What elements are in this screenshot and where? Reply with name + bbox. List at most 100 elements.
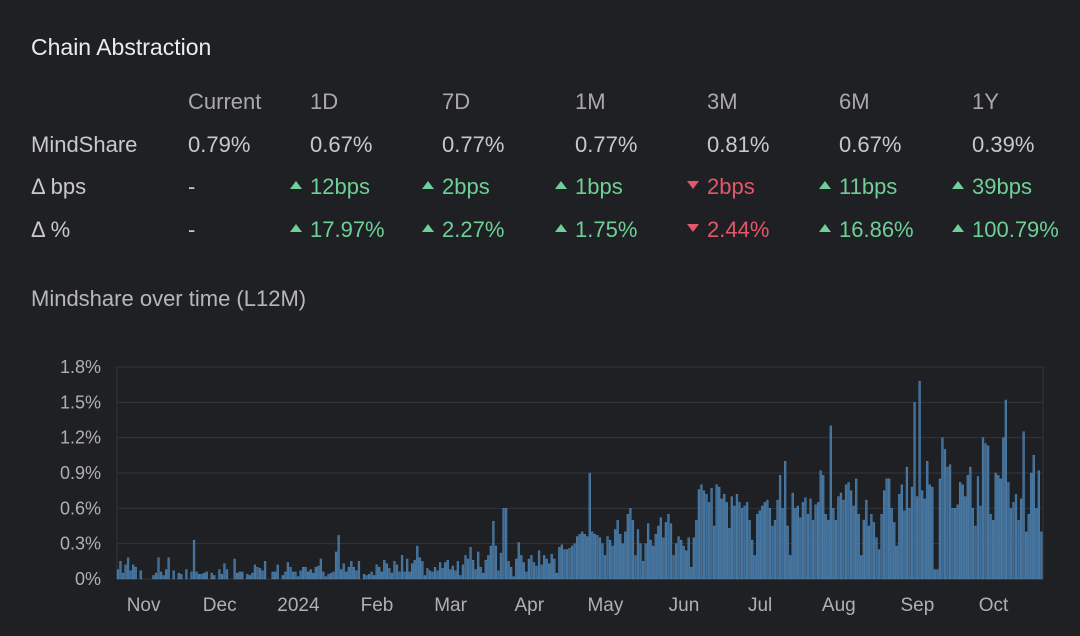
bar	[649, 539, 652, 580]
bar	[238, 571, 241, 580]
bar	[302, 567, 305, 580]
bar	[606, 536, 609, 580]
bar	[466, 558, 470, 580]
bar	[436, 570, 439, 580]
bar	[258, 568, 262, 580]
bar	[423, 575, 427, 580]
bar	[1037, 470, 1040, 580]
bar	[756, 514, 759, 580]
bar	[276, 564, 279, 580]
bar	[578, 534, 581, 580]
bar	[893, 522, 896, 580]
triangle-up-icon	[819, 224, 831, 232]
triangle-up-icon	[422, 224, 434, 232]
bar	[961, 484, 964, 580]
cell-value: 16.86%	[839, 217, 914, 242]
bar	[342, 563, 345, 580]
cell-value: 12bps	[310, 174, 370, 199]
bar	[309, 569, 312, 580]
bar	[1030, 472, 1033, 580]
bar	[408, 571, 411, 580]
cell-value: -	[188, 217, 196, 242]
bar	[692, 537, 695, 580]
bar	[220, 574, 224, 580]
bar	[317, 565, 320, 580]
bar	[588, 472, 591, 580]
bar	[903, 510, 906, 580]
bar	[784, 461, 787, 580]
bar	[553, 558, 556, 580]
bar	[964, 496, 967, 580]
bar	[738, 502, 741, 580]
bar	[1027, 514, 1030, 580]
bar	[814, 504, 817, 580]
x-tick-label: Feb	[361, 595, 394, 616]
bar	[707, 502, 711, 580]
bar	[251, 572, 254, 580]
bar	[735, 493, 739, 580]
bar	[510, 567, 513, 580]
bar	[718, 486, 721, 580]
bar	[340, 569, 343, 580]
bar	[915, 496, 919, 580]
bar	[819, 470, 822, 580]
x-tick-label: Jun	[669, 595, 700, 616]
bar	[900, 484, 903, 580]
bar	[370, 571, 373, 580]
bar	[948, 464, 952, 580]
table-cell: 17.97%	[290, 217, 385, 243]
bar	[139, 570, 142, 580]
bar	[357, 561, 361, 580]
bar	[525, 571, 528, 580]
bar	[697, 489, 701, 580]
bar	[439, 562, 442, 580]
bar	[512, 576, 515, 580]
bar	[667, 514, 670, 580]
triangle-up-icon	[819, 181, 831, 189]
bar	[695, 519, 698, 580]
bar	[299, 570, 302, 580]
bar	[192, 539, 196, 580]
table-cell: 100.79%	[952, 217, 1059, 243]
bar	[464, 555, 467, 580]
bar	[586, 536, 589, 580]
x-tick-label: Oct	[979, 595, 1009, 616]
bar	[994, 472, 997, 580]
bar	[629, 508, 632, 580]
bar	[1022, 431, 1025, 580]
bar	[583, 534, 586, 580]
bar	[867, 525, 870, 580]
bar	[753, 555, 756, 580]
bar	[185, 569, 188, 580]
cell-value: 11bps	[839, 174, 898, 199]
bar	[497, 570, 500, 580]
table-cell: 0.67%	[839, 132, 901, 158]
bar	[791, 492, 794, 580]
cell-value: 0.81%	[707, 132, 770, 157]
bar	[236, 572, 239, 580]
column-header: 6M	[839, 89, 870, 114]
bar	[545, 558, 548, 580]
column-header: 1Y	[972, 89, 999, 114]
bar	[400, 555, 404, 580]
cell-value: 0.39%	[972, 132, 1035, 157]
bar	[672, 555, 675, 580]
bar	[794, 508, 797, 580]
bar	[723, 493, 726, 580]
x-tick-label: 2024	[277, 595, 320, 616]
bar	[380, 571, 383, 580]
bar	[154, 572, 158, 580]
triangle-up-icon	[555, 224, 567, 232]
y-tick-label: 1.8%	[60, 357, 101, 377]
bar	[489, 545, 492, 580]
bar	[307, 571, 310, 580]
bar	[674, 543, 678, 580]
bar	[875, 537, 878, 580]
bar	[337, 535, 340, 580]
cell-value: 1.75%	[575, 217, 638, 242]
y-tick-label: 0.3%	[60, 534, 101, 554]
bar	[200, 574, 203, 580]
row-label: Δ %	[31, 217, 71, 242]
bar	[403, 571, 406, 580]
bar	[530, 555, 533, 580]
